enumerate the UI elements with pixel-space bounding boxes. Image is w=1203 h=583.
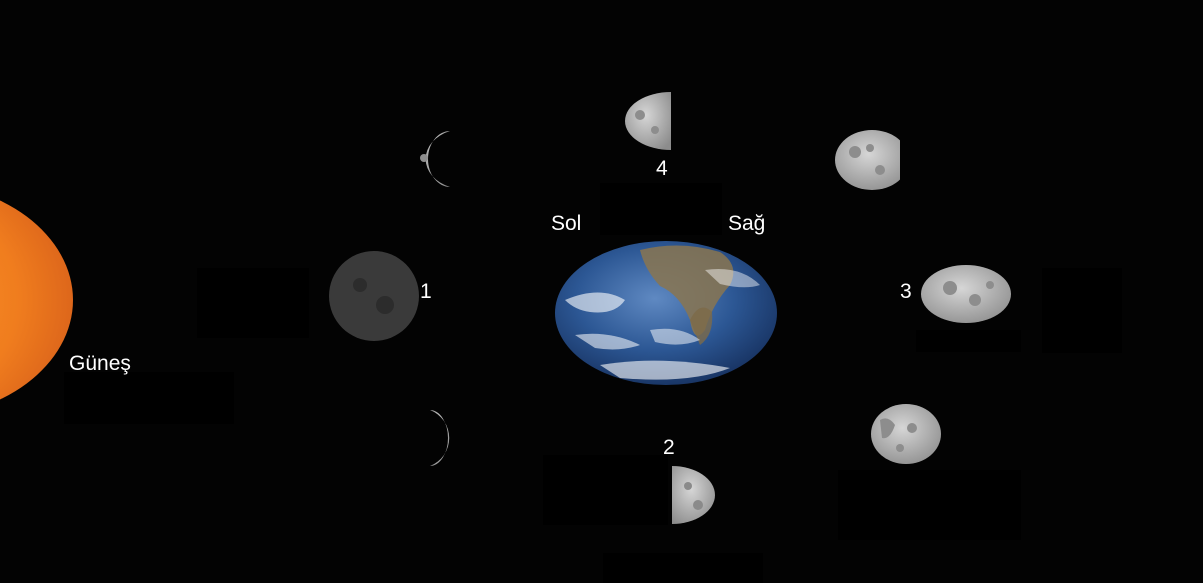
left-label: Sol (551, 212, 582, 235)
sun (0, 200, 73, 400)
position-1-label: 1 (420, 280, 432, 303)
earth (555, 241, 777, 385)
sun-label: Güneş (69, 352, 131, 375)
moon-quarter-top (625, 92, 671, 150)
moon-crescent-upper-left (420, 131, 450, 187)
moon-quarter-bottom (672, 466, 715, 524)
right-label: Sağ (728, 212, 766, 235)
moon-new (329, 251, 419, 341)
position-2-label: 2 (663, 436, 675, 459)
moon-gibbous-upper-right (835, 125, 920, 195)
moon-full (921, 265, 1011, 323)
position-3-label: 3 (900, 280, 912, 303)
position-4-label: 4 (656, 157, 668, 180)
moon-gibbous-lower-right (871, 404, 941, 464)
